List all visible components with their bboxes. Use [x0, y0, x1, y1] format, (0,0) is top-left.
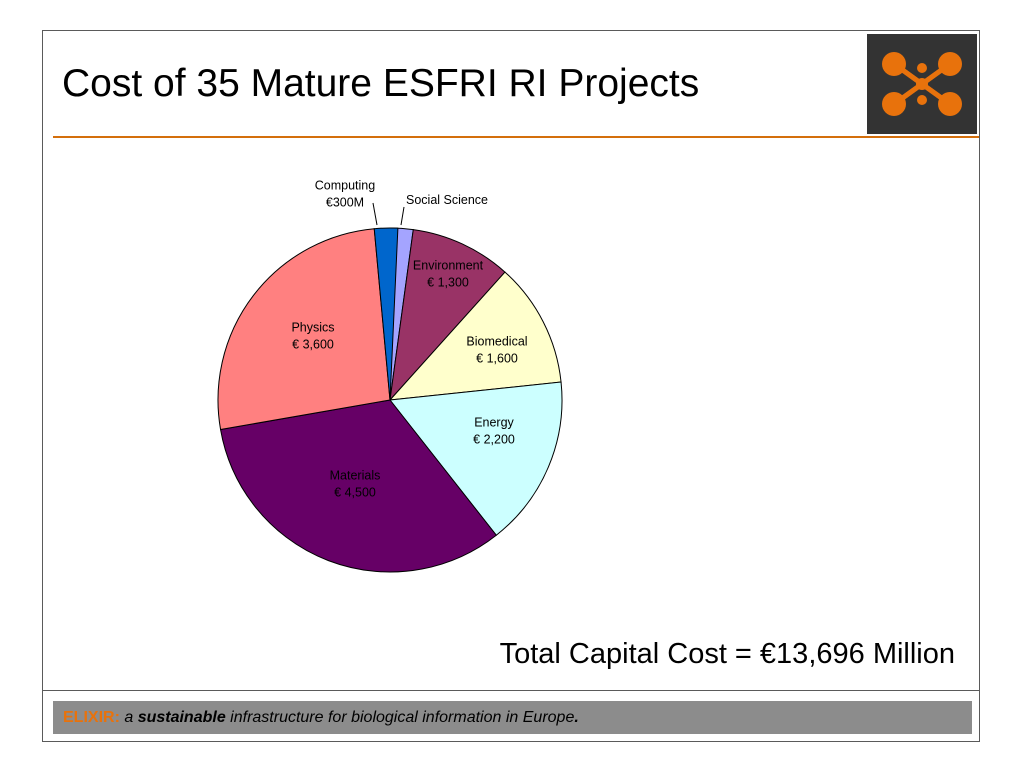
pie-label-line: € 1,300: [427, 276, 469, 290]
pie-label-line: € 2,200: [473, 433, 515, 447]
pie-slice-physics: [217, 228, 391, 431]
footer-brand: ELIXIR:: [63, 709, 120, 726]
pie-label-line: Biomedical: [466, 335, 527, 349]
pie-label-line: € 3,600: [292, 338, 334, 352]
pie-leader-lines: [372, 202, 405, 226]
elixir-logo: [867, 34, 977, 134]
slide-frame: [42, 30, 980, 742]
pie-labels: Social Science Environment € 1,300 Biomedic…: [291, 179, 527, 500]
pie-label-line: Computing: [315, 179, 375, 193]
pie-slice-energy: [389, 381, 563, 536]
pie-label-line: Materials: [330, 469, 381, 483]
title-divider: [53, 136, 979, 138]
pie-label-line: € 1,600: [476, 352, 518, 366]
footer-divider: [43, 690, 979, 691]
pie-label-line: Physics: [291, 321, 334, 335]
footer-text-a: a: [119, 709, 138, 726]
total-capital-cost: Total Capital Cost = €13,696 Million: [499, 638, 955, 670]
footer-emphasis: sustainable: [137, 709, 226, 726]
pie-label-line: € 4,500: [334, 486, 376, 500]
pie-label-computing: Computing €300M: [315, 179, 375, 210]
pie-label-environment: Environment € 1,300: [413, 259, 484, 290]
pie-slice-environment: [389, 229, 506, 402]
pie-label-line: Energy: [474, 416, 514, 430]
pie-slice-computing: [373, 227, 399, 401]
pie-label-line: Social Science: [406, 193, 488, 207]
pie-label-line: Environment: [413, 259, 484, 273]
pie-label-energy: Energy € 2,200: [473, 416, 515, 447]
pie-label-biomedical: Biomedical € 1,600: [466, 335, 527, 366]
pie-slices: [217, 227, 563, 573]
leader-line-social-science: [400, 206, 405, 226]
pie-label-line: €300M: [326, 196, 364, 210]
footer-period: .: [574, 709, 579, 726]
leader-line-computing: [372, 202, 378, 226]
pie-label-materials: Materials € 4,500: [330, 469, 381, 500]
pie-slice-biomedical: [388, 271, 562, 401]
elixir-network-icon: [882, 52, 962, 116]
slide-title: Cost of 35 Mature ESFRI RI Projects: [62, 62, 700, 105]
footer-banner: ELIXIR: a sustainable infrastructure for…: [53, 701, 972, 734]
pie-label-social-science: Social Science: [406, 193, 488, 207]
pie-label-physics: Physics € 3,600: [291, 321, 334, 352]
pie-slice-materials: [219, 399, 497, 573]
footer-text-b: infrastructure for biological informatio…: [225, 709, 575, 726]
